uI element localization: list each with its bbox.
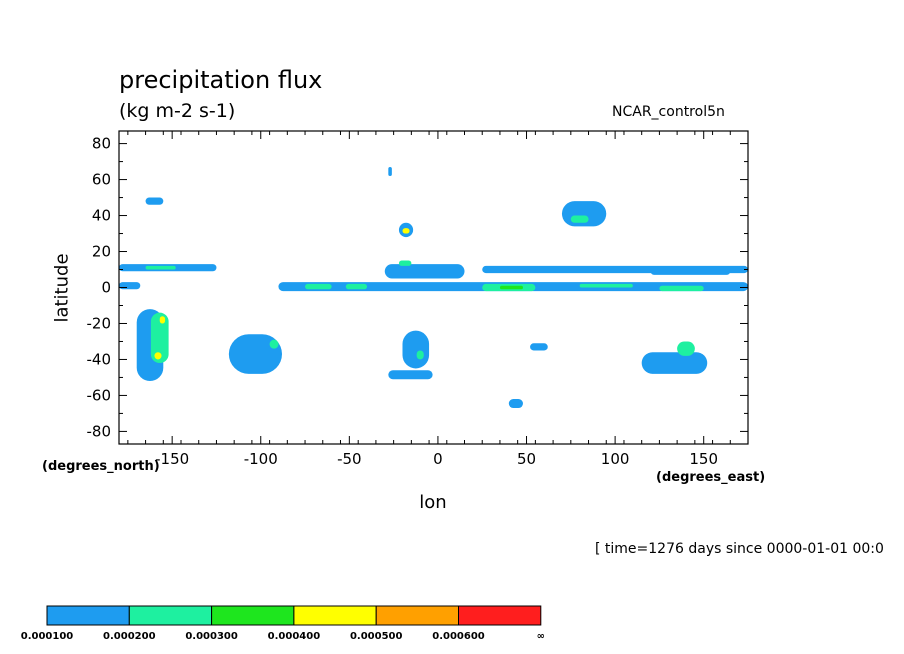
contour-region-13 [650, 267, 731, 275]
colorbar-segment [293, 605, 377, 626]
contour-region-7 [499, 285, 523, 290]
colorbar-label: 0.000600 [432, 631, 485, 642]
colorbar: 0.000100 0.000200 0.000300 0.000400 0.000500… [21, 605, 545, 642]
y-tick-label: 20 [92, 243, 111, 261]
contour-region-5 [345, 283, 368, 290]
x-tick-label: -100 [244, 450, 278, 468]
contour-region-26 [416, 350, 424, 360]
colorbar-label: 0.000400 [268, 631, 321, 642]
contour-region-25 [402, 330, 430, 369]
x-axis-units: (degrees_east) [656, 470, 766, 485]
y-tick-label: 0 [101, 279, 111, 297]
chart-units: (kg m-2 s-1) [119, 100, 236, 122]
colorbar-label: ∞ [537, 631, 545, 642]
contour-region-9 [659, 285, 704, 292]
chart-title: precipitation flux [119, 66, 323, 94]
contour-regions [119, 166, 748, 409]
x-tick-label: -50 [337, 450, 362, 468]
contour-region-2 [119, 282, 141, 290]
x-tick-label: 50 [517, 450, 536, 468]
y-tick-label: 80 [92, 135, 111, 153]
colorbar-label: 0.000200 [103, 631, 156, 642]
contour-region-20 [150, 312, 169, 364]
x-tick-label: 100 [601, 450, 630, 468]
contour-region-18 [570, 215, 589, 223]
x-tick-label: -150 [155, 450, 189, 468]
colorbar-segment [458, 605, 542, 626]
contour-region-30 [388, 166, 392, 176]
y-tick-label: 40 [92, 207, 111, 225]
colorbar-label: 0.000500 [350, 631, 403, 642]
contour-region-11 [398, 260, 412, 266]
x-axis-label: lon [419, 492, 447, 513]
axis-ticks: -150 -100 -50 0 50 100 150 80 60 40 20 0 -20 -40 -60 -8… [87, 131, 749, 468]
contour-region-31 [508, 399, 523, 409]
contour-region-8 [579, 283, 633, 288]
x-tick-label: 0 [433, 450, 443, 468]
y-tick-label: -40 [87, 350, 112, 368]
colorbar-segment [375, 605, 460, 626]
contour-region-32 [530, 343, 548, 351]
contour-region-27 [388, 370, 433, 380]
contour-region-22 [159, 316, 166, 324]
contour-region-15 [402, 228, 410, 234]
contour-region-28 [641, 352, 708, 374]
colorbar-label: 0.000300 [185, 631, 238, 642]
contour-region-1 [145, 265, 176, 270]
y-tick-label: -20 [87, 314, 112, 332]
y-axis-units: (degrees_north) [42, 459, 160, 474]
contour-region-23 [228, 334, 283, 374]
y-tick-label: -80 [87, 422, 112, 440]
y-tick-label: -60 [87, 386, 112, 404]
contour-region-21 [154, 352, 162, 360]
colorbar-segment [128, 605, 213, 626]
contour-region-16 [145, 197, 164, 205]
time-annotation: [ time=1276 days since 0000-01-01 00:0 [595, 541, 884, 557]
colorbar-label: 0.000100 [21, 631, 74, 642]
contour-region-29 [677, 341, 695, 356]
x-tick-label: 150 [689, 450, 718, 468]
contour-region-4 [305, 283, 332, 290]
colorbar-segment [46, 605, 130, 626]
y-tick-label: 60 [92, 171, 111, 189]
colorbar-segment [211, 605, 295, 626]
contour-region-24 [269, 339, 279, 349]
contour-region-10 [384, 264, 465, 279]
dataset-name: NCAR_control5n [612, 104, 725, 120]
